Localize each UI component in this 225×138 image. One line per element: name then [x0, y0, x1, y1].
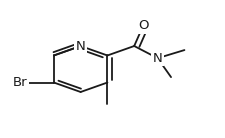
Text: Br: Br — [12, 76, 27, 89]
Text: O: O — [137, 19, 148, 32]
Text: N: N — [75, 39, 85, 53]
Text: N: N — [152, 52, 162, 65]
